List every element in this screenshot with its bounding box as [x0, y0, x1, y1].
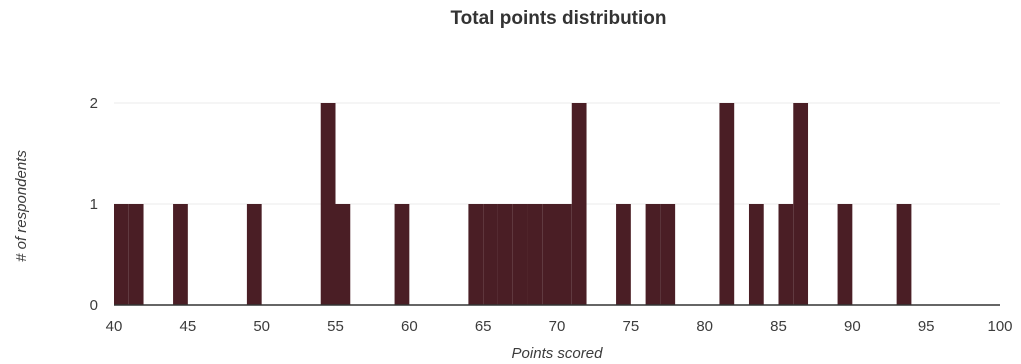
- histogram-bar: [571, 103, 587, 305]
- x-tick-label: 75: [622, 318, 639, 335]
- x-tick-labels: 40 45 50 55 60 65 70 75 80 85 90 95 100: [106, 318, 1013, 335]
- x-tick-label: 90: [844, 318, 861, 335]
- histogram-bar: [497, 204, 513, 305]
- histogram-bar: [542, 204, 557, 305]
- x-tick-label: 80: [696, 318, 713, 335]
- x-tick-label: 40: [106, 318, 123, 335]
- histogram-bar: [173, 204, 188, 305]
- histogram-bar: [557, 204, 572, 305]
- histogram-bar: [527, 204, 543, 305]
- x-tick-label: 95: [918, 318, 935, 335]
- histogram-bar: [837, 204, 853, 305]
- gridlines: [114, 102, 1000, 205]
- x-tick-label: 100: [987, 318, 1012, 335]
- histogram-bar: [128, 204, 144, 305]
- x-tick-label: 65: [475, 318, 492, 335]
- y-axis-label: # of respondents: [13, 150, 30, 262]
- histogram-bar: [616, 204, 631, 305]
- y-tick-label: 0: [90, 297, 98, 314]
- histogram-bar: [468, 204, 484, 305]
- histogram-bar: [793, 103, 809, 305]
- chart-title: Total points distribution: [450, 8, 667, 29]
- histogram-bar: [512, 204, 528, 305]
- x-tick-label: 60: [401, 318, 418, 335]
- x-tick-label: 85: [770, 318, 787, 335]
- histogram-bar: [719, 103, 735, 305]
- y-tick-labels: 0 1 2: [90, 95, 98, 314]
- histogram-bar: [394, 204, 410, 305]
- histogram-bar: [645, 204, 661, 305]
- histogram-bar: [660, 204, 676, 305]
- bars: [114, 103, 912, 305]
- histogram-bar: [748, 204, 764, 305]
- x-tick-label: 55: [327, 318, 344, 335]
- y-tick-label: 2: [90, 95, 98, 112]
- histogram-bar: [320, 103, 336, 305]
- histogram-bar: [778, 204, 794, 305]
- x-tick-label: 45: [179, 318, 196, 335]
- histogram-bar: [114, 204, 129, 305]
- x-tick-label: 50: [253, 318, 270, 335]
- histogram-bar: [246, 204, 262, 305]
- y-tick-label: 1: [90, 196, 98, 213]
- histogram-bar: [335, 204, 351, 305]
- x-tick-label: 70: [549, 318, 566, 335]
- histogram-bar: [483, 204, 498, 305]
- x-axis-label: Points scored: [512, 345, 604, 362]
- histogram-bar: [896, 204, 912, 305]
